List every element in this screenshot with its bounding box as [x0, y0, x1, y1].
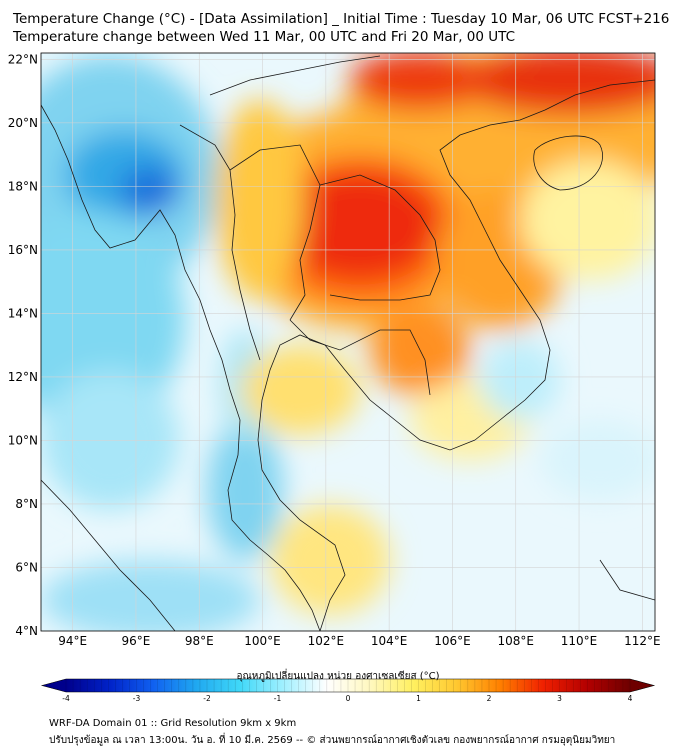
colorbar-tick: -4 — [62, 694, 70, 703]
colorbar-label: อุณหภูมิเปลี่ยนแปลง หน่วย องศาเซลเซียส (… — [236, 671, 440, 682]
map-graticule — [41, 53, 655, 631]
lat-label: 22°N — [8, 52, 38, 66]
map-frame — [40, 52, 656, 632]
lat-label: 18°N — [8, 179, 38, 193]
colorbar-tick: 2 — [487, 694, 492, 703]
colorbar-tick: 4 — [628, 694, 633, 703]
lat-label: 12°N — [8, 370, 38, 384]
colorbar-tick: 1 — [416, 694, 421, 703]
lat-label: 16°N — [8, 243, 38, 257]
colorbar-outline — [40, 678, 656, 693]
latitude-labels: 22°N 20°N 18°N 16°N 14°N 12°N 10°N 8°N 6°N 4°N — [8, 52, 38, 638]
lat-label: 8°N — [15, 497, 38, 511]
lon-label: 98°E — [185, 634, 214, 648]
lon-label: 112°E — [624, 634, 661, 648]
coastlines-and-borders — [41, 55, 655, 631]
colorbar-tick-labels: -4 -3 -2 -1 0 1 2 3 4 — [62, 694, 632, 703]
lon-label: 110°E — [561, 634, 598, 648]
colorbar-tick: 3 — [557, 694, 562, 703]
footer-credit: ปรับปรุงข้อมูล ณ เวลา 13:00น. วัน อ. ที่… — [49, 735, 616, 746]
colorbar-tick: 0 — [346, 694, 351, 703]
colorbar-tick: -3 — [133, 694, 141, 703]
lat-label: 4°N — [15, 624, 38, 638]
colorbar — [40, 678, 656, 693]
temperature-field — [41, 53, 655, 631]
lat-label: 6°N — [15, 560, 38, 574]
colorbar-tick: -2 — [203, 694, 211, 703]
lon-label: 94°E — [58, 634, 87, 648]
lat-label: 10°N — [8, 433, 38, 447]
lon-label: 96°E — [122, 634, 151, 648]
colorbar-min-extend — [42, 679, 66, 692]
lon-label: 104°E — [371, 634, 408, 648]
colorbar-tick: -1 — [274, 694, 282, 703]
footer-model-info: WRF-DA Domain 01 :: Grid Resolution 9km … — [49, 718, 297, 729]
longitude-labels: 94°E 96°E 98°E 100°E 102°E 104°E 106°E 108°E 110… — [58, 634, 660, 648]
lon-label: 100°E — [244, 634, 281, 648]
lat-label: 20°N — [8, 116, 38, 130]
colorbar-gradient — [66, 679, 630, 692]
lon-label: 108°E — [497, 634, 534, 648]
map-title: Temperature Change (°C) - [Data Assimila… — [13, 11, 670, 27]
colorbar-max-extend — [630, 679, 654, 692]
lon-label: 106°E — [434, 634, 471, 648]
lat-label: 14°N — [8, 306, 38, 320]
map-subtitle: Temperature change between Wed 11 Mar, 0… — [13, 29, 516, 45]
lon-label: 102°E — [308, 634, 345, 648]
